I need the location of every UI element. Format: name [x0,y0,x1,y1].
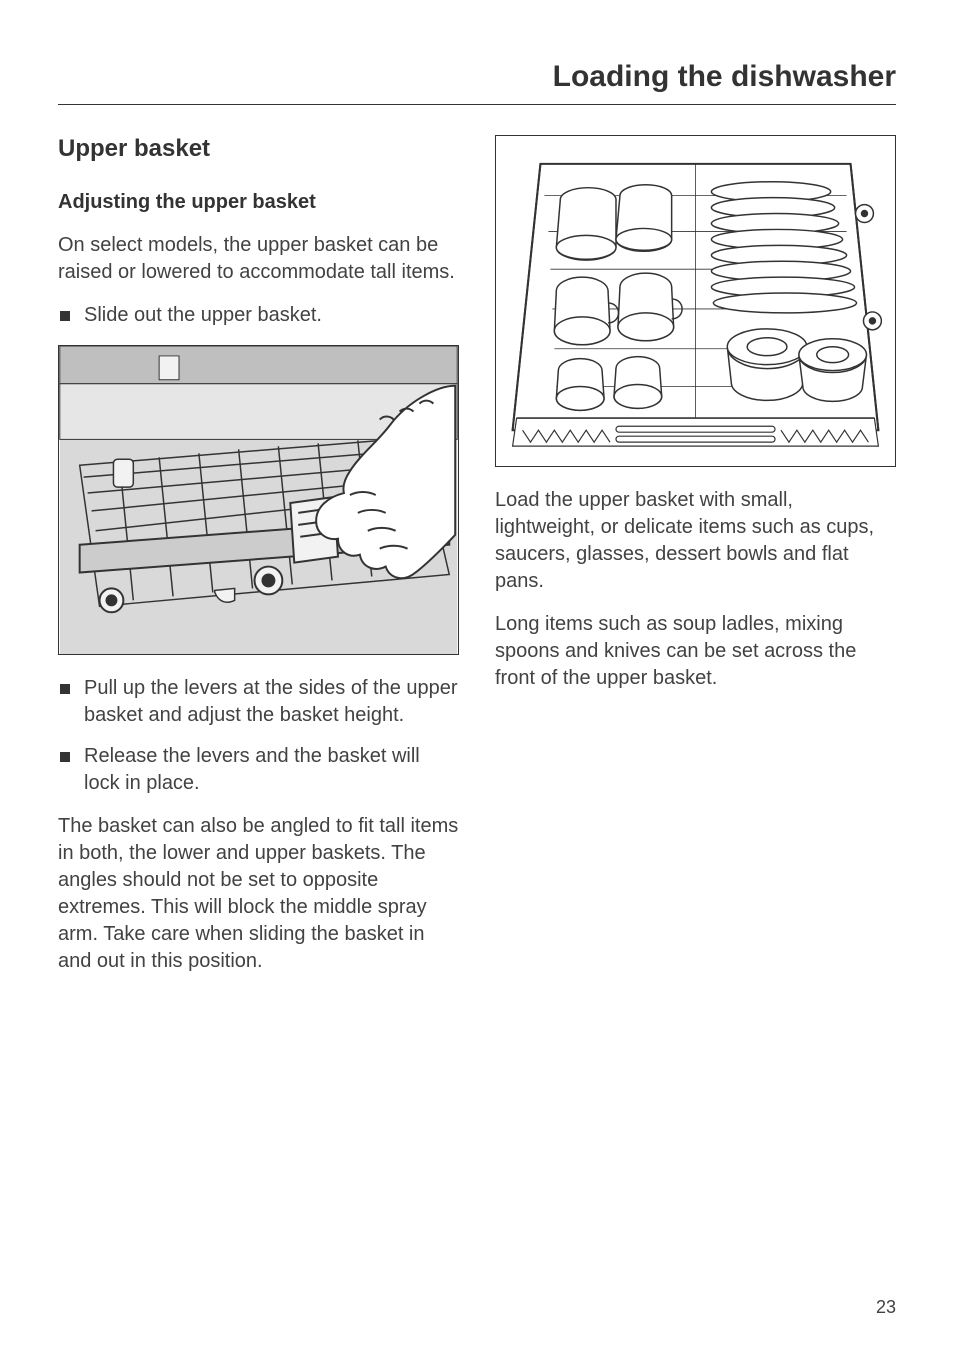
right-paragraph-1: Load the upper basket with small, lightw… [495,487,896,595]
intro-paragraph: On select models, the upper basket can b… [58,232,459,286]
left-column: Upper basket Adjusting the upper basket … [58,135,459,991]
figure-lever-illustration [58,345,459,655]
step-item: Slide out the upper basket. [58,302,459,329]
figure-loaded-basket-illustration [495,135,896,467]
step-item: Release the levers and the basket will l… [58,743,459,797]
outro-paragraph: The basket can also be angled to fit tal… [58,813,459,975]
step-item: Pull up the levers at the sides of the u… [58,675,459,729]
content-columns: Upper basket Adjusting the upper basket … [58,135,896,991]
step-list-bottom: Pull up the levers at the sides of the u… [58,675,459,797]
manual-page: Loading the dishwasher Upper basket Adju… [0,0,954,1352]
lever-svg [59,346,458,654]
step-list-top: Slide out the upper basket. [58,302,459,329]
page-number: 23 [876,1297,896,1318]
right-paragraph-2: Long items such as soup ladles, mixing s… [495,611,896,692]
section-heading: Upper basket [58,135,459,163]
subsection-heading: Adjusting the upper basket [58,191,459,214]
right-column: Load the upper basket with small, lightw… [495,135,896,991]
page-title: Loading the dishwasher [58,60,896,105]
loaded-basket-svg [496,136,895,466]
